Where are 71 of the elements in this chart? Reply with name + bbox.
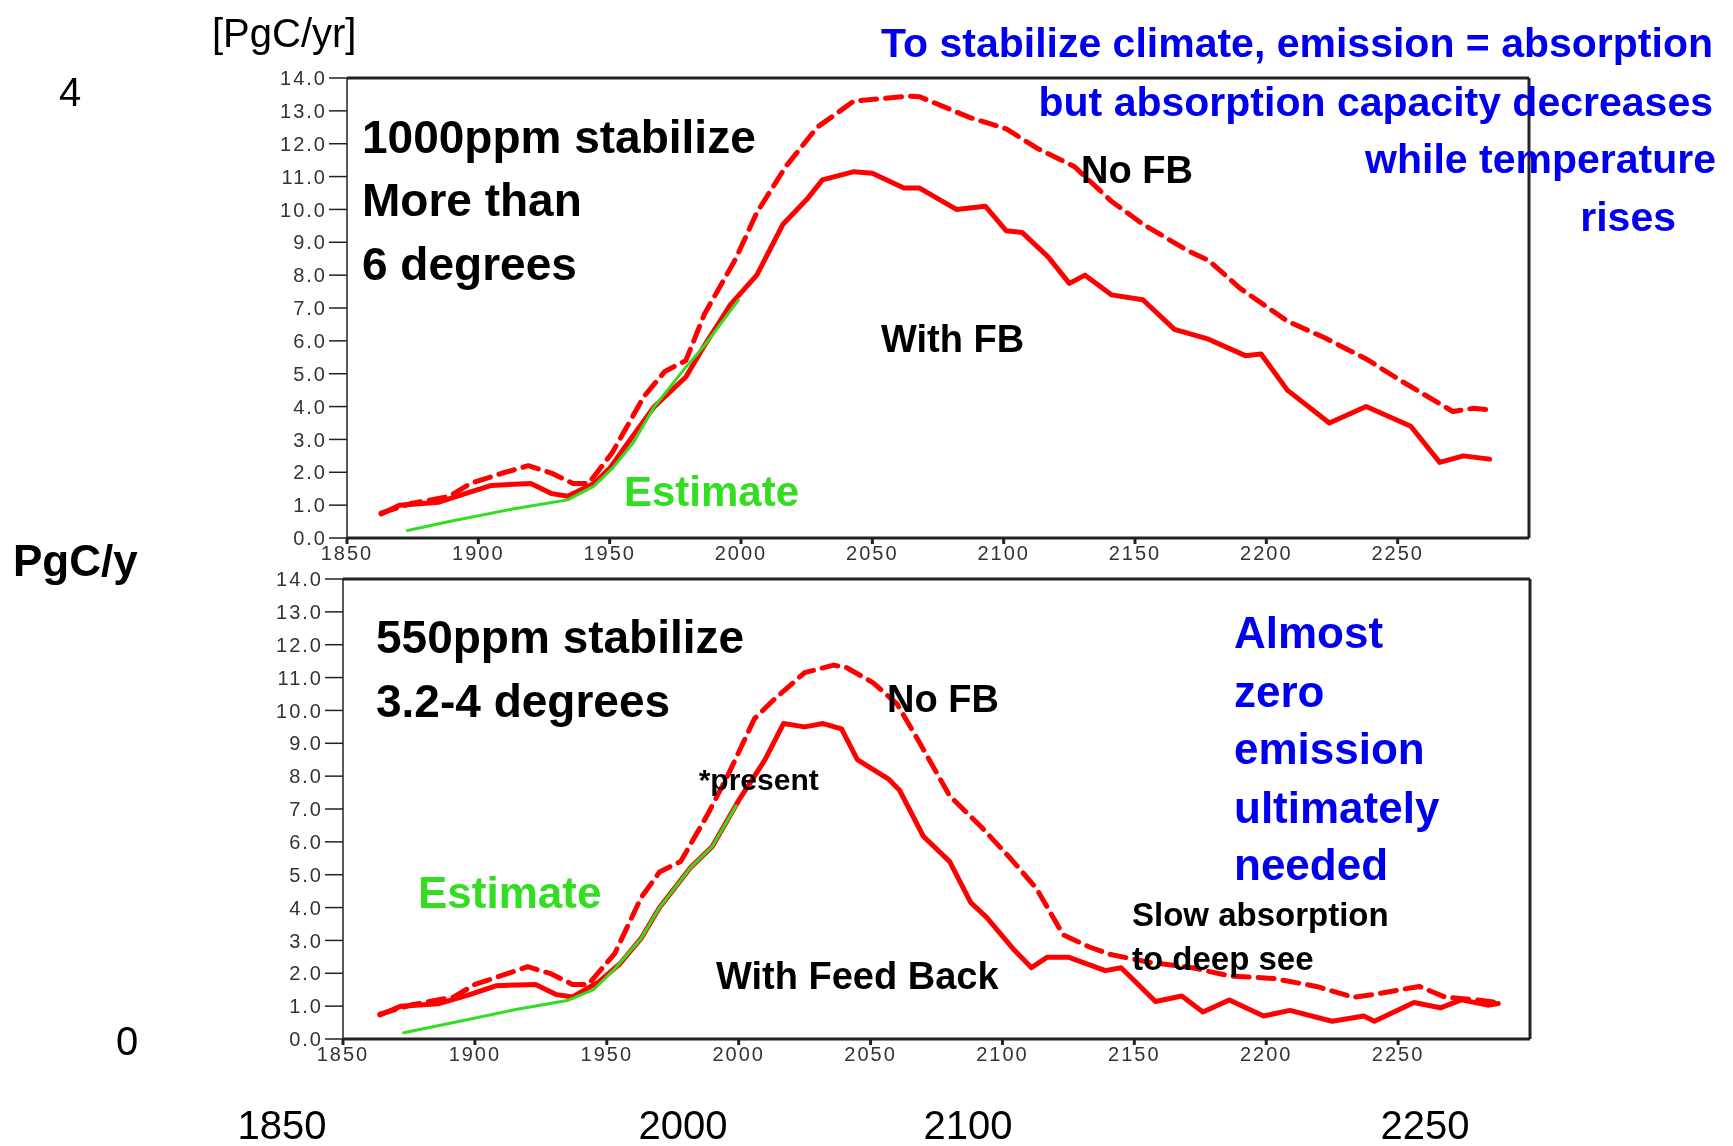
annotation: 3.2-4 degrees [376, 674, 671, 730]
x-tick-label: 1950 [583, 542, 636, 565]
text: 0 [115, 1018, 139, 1065]
y-tick-label: 1.0 [289, 995, 323, 1018]
x-tick-label: 2050 [844, 1043, 897, 1066]
series-label: No FB [887, 677, 999, 723]
y-tick-label: 11.0 [281, 165, 327, 188]
annotation: emission [1234, 722, 1425, 775]
y-tick-label: 3.0 [289, 929, 323, 952]
y-tick-label: 6.0 [289, 830, 323, 853]
x-tick-label: 2250 [1371, 542, 1424, 565]
y-tick-label: 7.0 [289, 798, 323, 821]
annotation: 1000ppm stabilize [362, 110, 756, 166]
y-axis-title: [PgC/yr] [212, 10, 357, 57]
x-tick-label: 2200 [1239, 1043, 1293, 1066]
y-tick-label: 5.0 [293, 362, 327, 385]
series-label: Estimate [624, 466, 800, 517]
annotation: zero [1234, 665, 1325, 718]
x-tick-label: 2000 [712, 1043, 765, 1066]
annotation: 550ppm stabilize [376, 610, 745, 666]
y-tick-label: 11.0 [277, 666, 323, 689]
text: To stabilize climate, emission = absorption [881, 19, 1713, 69]
y-tick-label: 2.0 [293, 461, 327, 484]
x-tick-label: 2150 [1108, 1043, 1161, 1066]
y-tick-label: 4.0 [293, 395, 327, 418]
y-tick-label: 12.0 [280, 132, 327, 155]
y-tick-label: 5.0 [289, 863, 323, 886]
y-tick-label: 4.0 [289, 896, 323, 919]
x-tick-label: 2250 [1371, 1043, 1425, 1066]
text: rises [1580, 193, 1676, 243]
y-tick-label: 13.0 [276, 600, 323, 623]
y-tick-label: 9.0 [289, 732, 323, 755]
text: 2250 [1380, 1102, 1470, 1146]
x-tick-label: 2200 [1240, 542, 1293, 565]
y-tick-label: 10.0 [276, 699, 323, 722]
series-label: Estimate [418, 866, 602, 919]
series-label: With FB [881, 317, 1025, 363]
text: 4 [58, 69, 82, 116]
x-tick-label: 1900 [448, 1043, 502, 1066]
x-tick-label: 2100 [976, 1043, 1029, 1066]
text: 2100 [923, 1102, 1013, 1146]
x-tick-label: 2150 [1108, 542, 1162, 565]
y-tick-label: 12.0 [276, 633, 323, 656]
y-tick-label: 14.0 [276, 568, 323, 591]
series-label: With Feed Back [716, 954, 999, 1000]
x-tick-label: 2000 [714, 542, 768, 565]
y-tick-label: 13.0 [280, 99, 327, 122]
y-tick-label: 9.0 [293, 231, 327, 254]
annotation: 6 degrees [362, 237, 577, 293]
annotation: Slow absorption [1132, 895, 1389, 935]
annotation: More than [362, 173, 582, 229]
y-tick-label: 14.0 [280, 67, 327, 90]
y-tick-label: 7.0 [293, 297, 327, 320]
annotation: Almost [1234, 606, 1384, 659]
y-tick-label: 10.0 [280, 198, 327, 221]
x-tick-label: 1900 [452, 542, 505, 565]
y-tick-label: 3.0 [293, 428, 327, 451]
x-tick-label: 2100 [977, 542, 1030, 565]
text: 2000 [638, 1102, 728, 1146]
y-axis-title: PgC/y [13, 534, 138, 587]
annotation: needed [1234, 838, 1389, 891]
y-tick-label: 8.0 [293, 264, 327, 287]
x-tick-label: 1950 [580, 1043, 634, 1066]
y-tick-label: 8.0 [289, 765, 323, 788]
series-label: No FB [1081, 148, 1193, 194]
y-tick-label: 6.0 [293, 329, 327, 352]
y-tick-label: 1.0 [293, 494, 327, 517]
annotation: ultimately [1234, 781, 1440, 834]
text: 1850 [237, 1102, 327, 1146]
x-tick-label: 2050 [846, 542, 899, 565]
y-tick-label: 2.0 [289, 962, 323, 985]
